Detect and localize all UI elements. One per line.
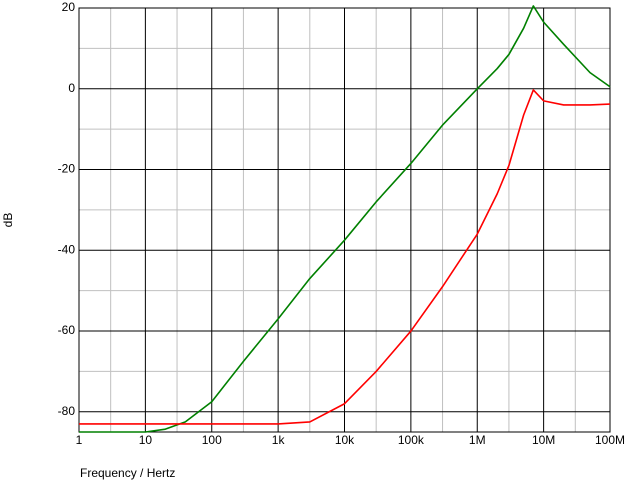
x-tick-label: 1k (272, 433, 286, 447)
x-tick-label: 100 (202, 433, 222, 447)
series-line (79, 5, 611, 433)
x-tick-label: 100k (398, 433, 425, 447)
plot-frame (78, 7, 611, 433)
y-axis-label: dB (1, 213, 15, 228)
y-tick-label: -40 (58, 242, 76, 256)
x-tick-label: 100M (595, 433, 625, 447)
x-tick-label: 10M (532, 433, 555, 447)
y-tick-label: -60 (58, 323, 76, 337)
y-tick-label: -80 (58, 404, 76, 418)
y-tick-label: -20 (58, 162, 76, 176)
x-tick-label: 1M (469, 433, 486, 447)
y-tick-label: 0 (68, 81, 75, 95)
y-tick-label: 20 (62, 0, 76, 14)
x-axis-label: Frequency / Hertz (80, 466, 175, 480)
x-tick-label: 10k (335, 433, 355, 447)
x-tick-label: 10 (139, 433, 153, 447)
series-line (79, 89, 611, 425)
x-tick-label: 1 (76, 433, 83, 447)
